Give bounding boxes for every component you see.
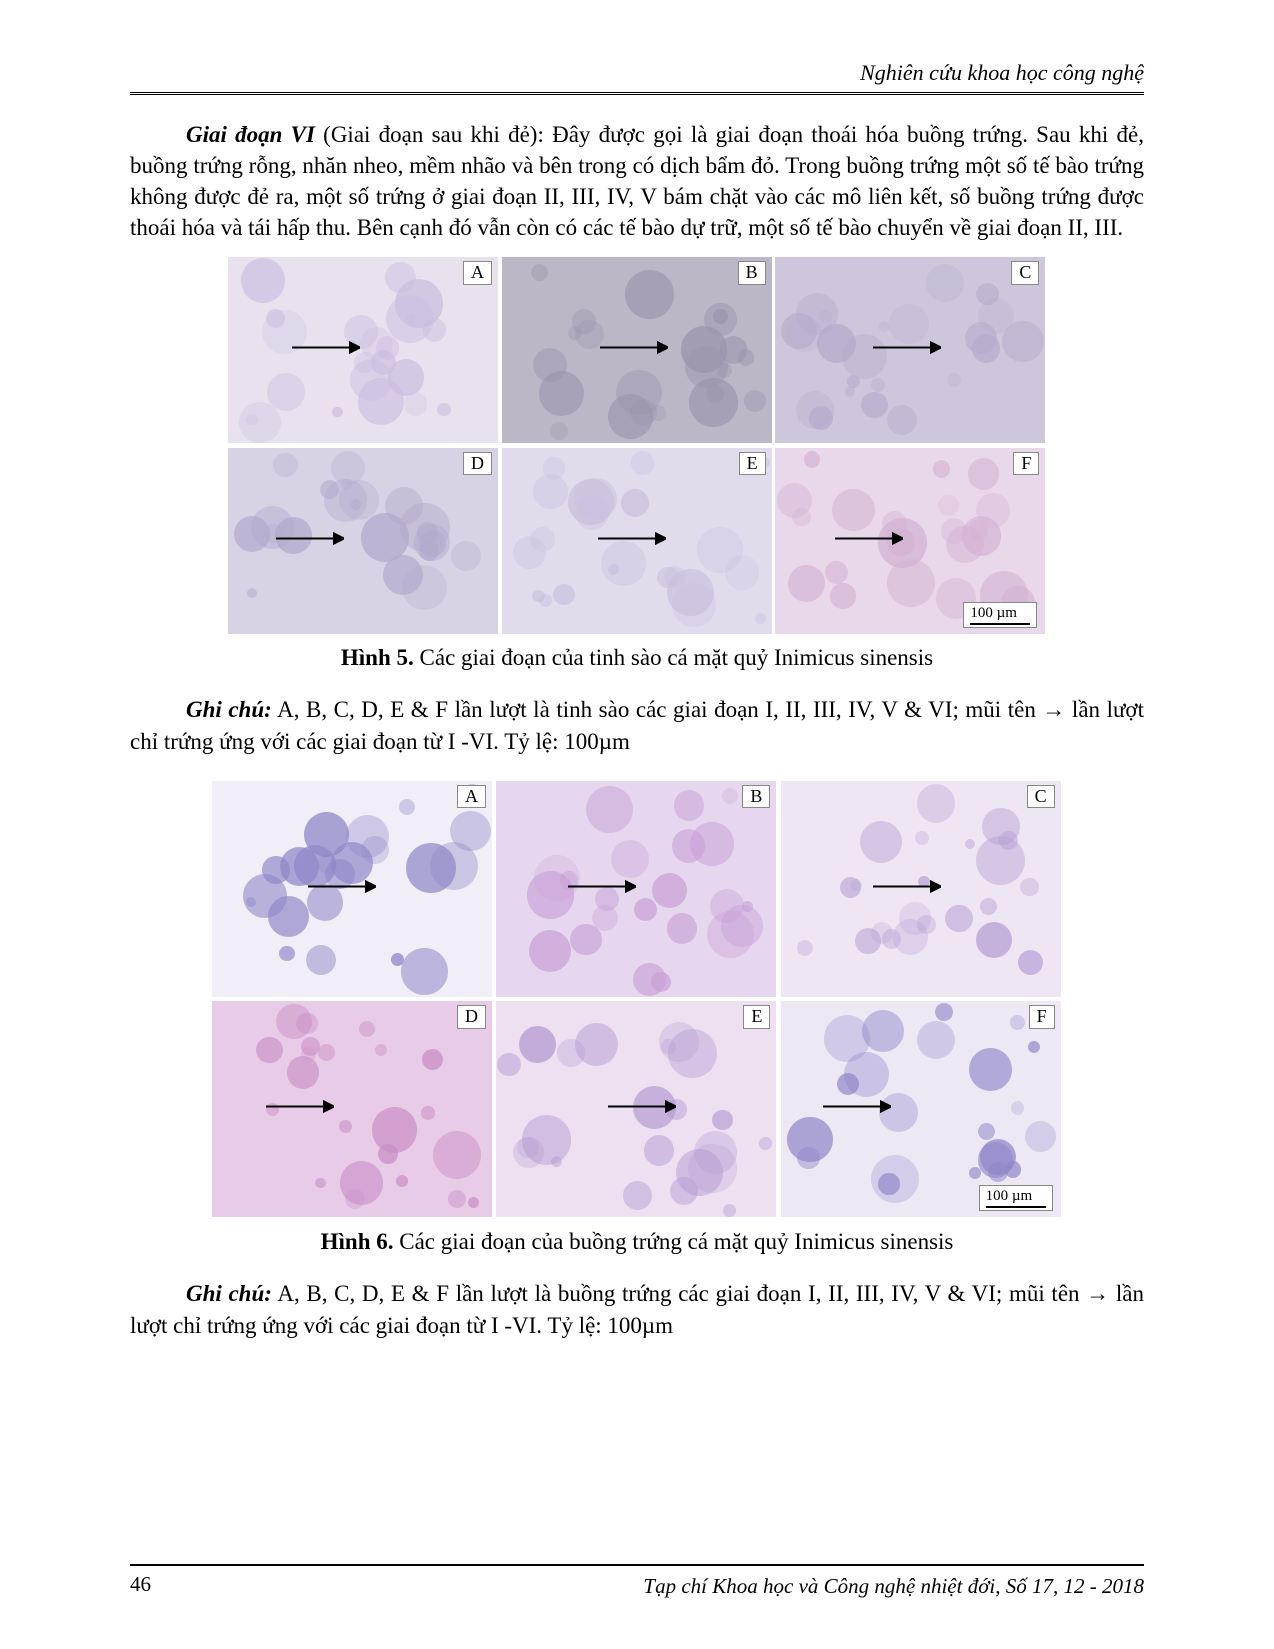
arrow-icon (274, 531, 344, 545)
figure-6: A B C D E F 100 µm (130, 781, 1144, 1219)
arrow-annotation (274, 531, 344, 550)
panel-label: F (1029, 1005, 1055, 1029)
arrow-annotation (606, 1100, 676, 1119)
histology-panel: B (496, 781, 776, 997)
histology-panel: F 100 µm (781, 1001, 1061, 1217)
page-header: Nghiên cứu khoa học công nghệ (130, 60, 1144, 95)
histology-panel: C (775, 257, 1045, 443)
panel-label: C (1027, 785, 1055, 809)
histology-panel: C (781, 781, 1061, 997)
arrow-annotation (871, 341, 941, 360)
figure-6-caption-text: Các giai đoạn của buồng trứng cá mặt quỷ… (394, 1229, 954, 1254)
panel-label: D (457, 1005, 486, 1029)
panel-label: D (463, 452, 492, 476)
page-number: 46 (130, 1572, 151, 1597)
arrow-icon (871, 341, 941, 355)
arrow-icon (290, 341, 360, 355)
panel-label: E (739, 452, 766, 476)
panel-label: E (743, 1005, 770, 1029)
figure-6-note-label: Ghi chú: (186, 1281, 272, 1306)
scale-bar: 100 µm (979, 1185, 1053, 1211)
figure-5-panel-grid: A B C D E F 100 µm (228, 257, 1046, 635)
paragraph-stage-vi: Giai đoạn VI (Giai đoạn sau khi đẻ): Đây… (130, 119, 1144, 243)
histology-panel: D (212, 1001, 492, 1217)
figure-6-note-text: A, B, C, D, E & F lần lượt là buồng trứn… (130, 1281, 1144, 1338)
arrow-annotation (264, 1100, 334, 1119)
arrow-annotation (306, 879, 376, 898)
arrow-icon (598, 341, 668, 355)
figure-5-note: Ghi chú: A, B, C, D, E & F lần lượt là t… (130, 694, 1144, 758)
figure-5-caption-label: Hình 5. (341, 645, 414, 670)
arrow-icon (606, 1100, 676, 1114)
arrow-icon (833, 531, 903, 545)
panel-label: A (463, 261, 492, 285)
panel-label: F (1013, 452, 1039, 476)
figure-6-caption-label: Hình 6. (321, 1229, 394, 1254)
figure-5-caption: Hình 5. Các giai đoạn của tinh sào cá mặ… (130, 645, 1144, 671)
arrow-annotation (871, 879, 941, 898)
arrow-annotation (290, 341, 360, 360)
panel-label: B (738, 261, 766, 285)
arrow-icon (306, 879, 376, 893)
histology-panel: E (496, 1001, 776, 1217)
arrow-annotation (566, 879, 636, 898)
figure-6-panel-grid: A B C D E F 100 µm (212, 781, 1062, 1219)
page: Nghiên cứu khoa học công nghệ Giai đoạn … (0, 0, 1274, 1649)
page-footer: 46 Tạp chí Khoa học và Công nghệ nhiệt đ… (130, 1564, 1144, 1599)
arrow-icon (566, 879, 636, 893)
arrow-icon (596, 531, 666, 545)
journal-citation: Tạp chí Khoa học và Công nghệ nhiệt đới,… (130, 1574, 1144, 1599)
header-title: Nghiên cứu khoa học công nghệ (860, 60, 1144, 85)
panel-label: C (1011, 261, 1039, 285)
figure-5-note-text: A, B, C, D, E & F lần lượt là tinh sào c… (130, 697, 1144, 754)
histology-panel: A (228, 257, 498, 443)
figure-6-caption: Hình 6. Các giai đoạn của buồng trứng cá… (130, 1229, 1144, 1255)
histology-panel: D (228, 448, 498, 634)
arrow-icon (871, 879, 941, 893)
scale-bar: 100 µm (963, 602, 1037, 628)
figure-5-caption-text: Các giai đoạn của tinh sào cá mặt quỷ In… (414, 645, 933, 670)
arrow-annotation (821, 1100, 891, 1119)
figure-5: A B C D E F 100 µm (130, 257, 1144, 635)
histology-panel: A (212, 781, 492, 997)
figure-6-note: Ghi chú: A, B, C, D, E & F lần lượt là b… (130, 1278, 1144, 1342)
arrow-annotation (833, 531, 903, 550)
stage-label: Giai đoạn VI (186, 122, 315, 147)
arrow-annotation (598, 341, 668, 360)
arrow-icon (264, 1100, 334, 1114)
histology-panel: E (502, 448, 772, 634)
arrow-icon (821, 1100, 891, 1114)
arrow-annotation (596, 531, 666, 550)
panel-label: B (742, 785, 770, 809)
histology-panel: F 100 µm (775, 448, 1045, 634)
figure-5-note-label: Ghi chú: (186, 697, 272, 722)
panel-label: A (457, 785, 486, 809)
histology-panel: B (502, 257, 772, 443)
